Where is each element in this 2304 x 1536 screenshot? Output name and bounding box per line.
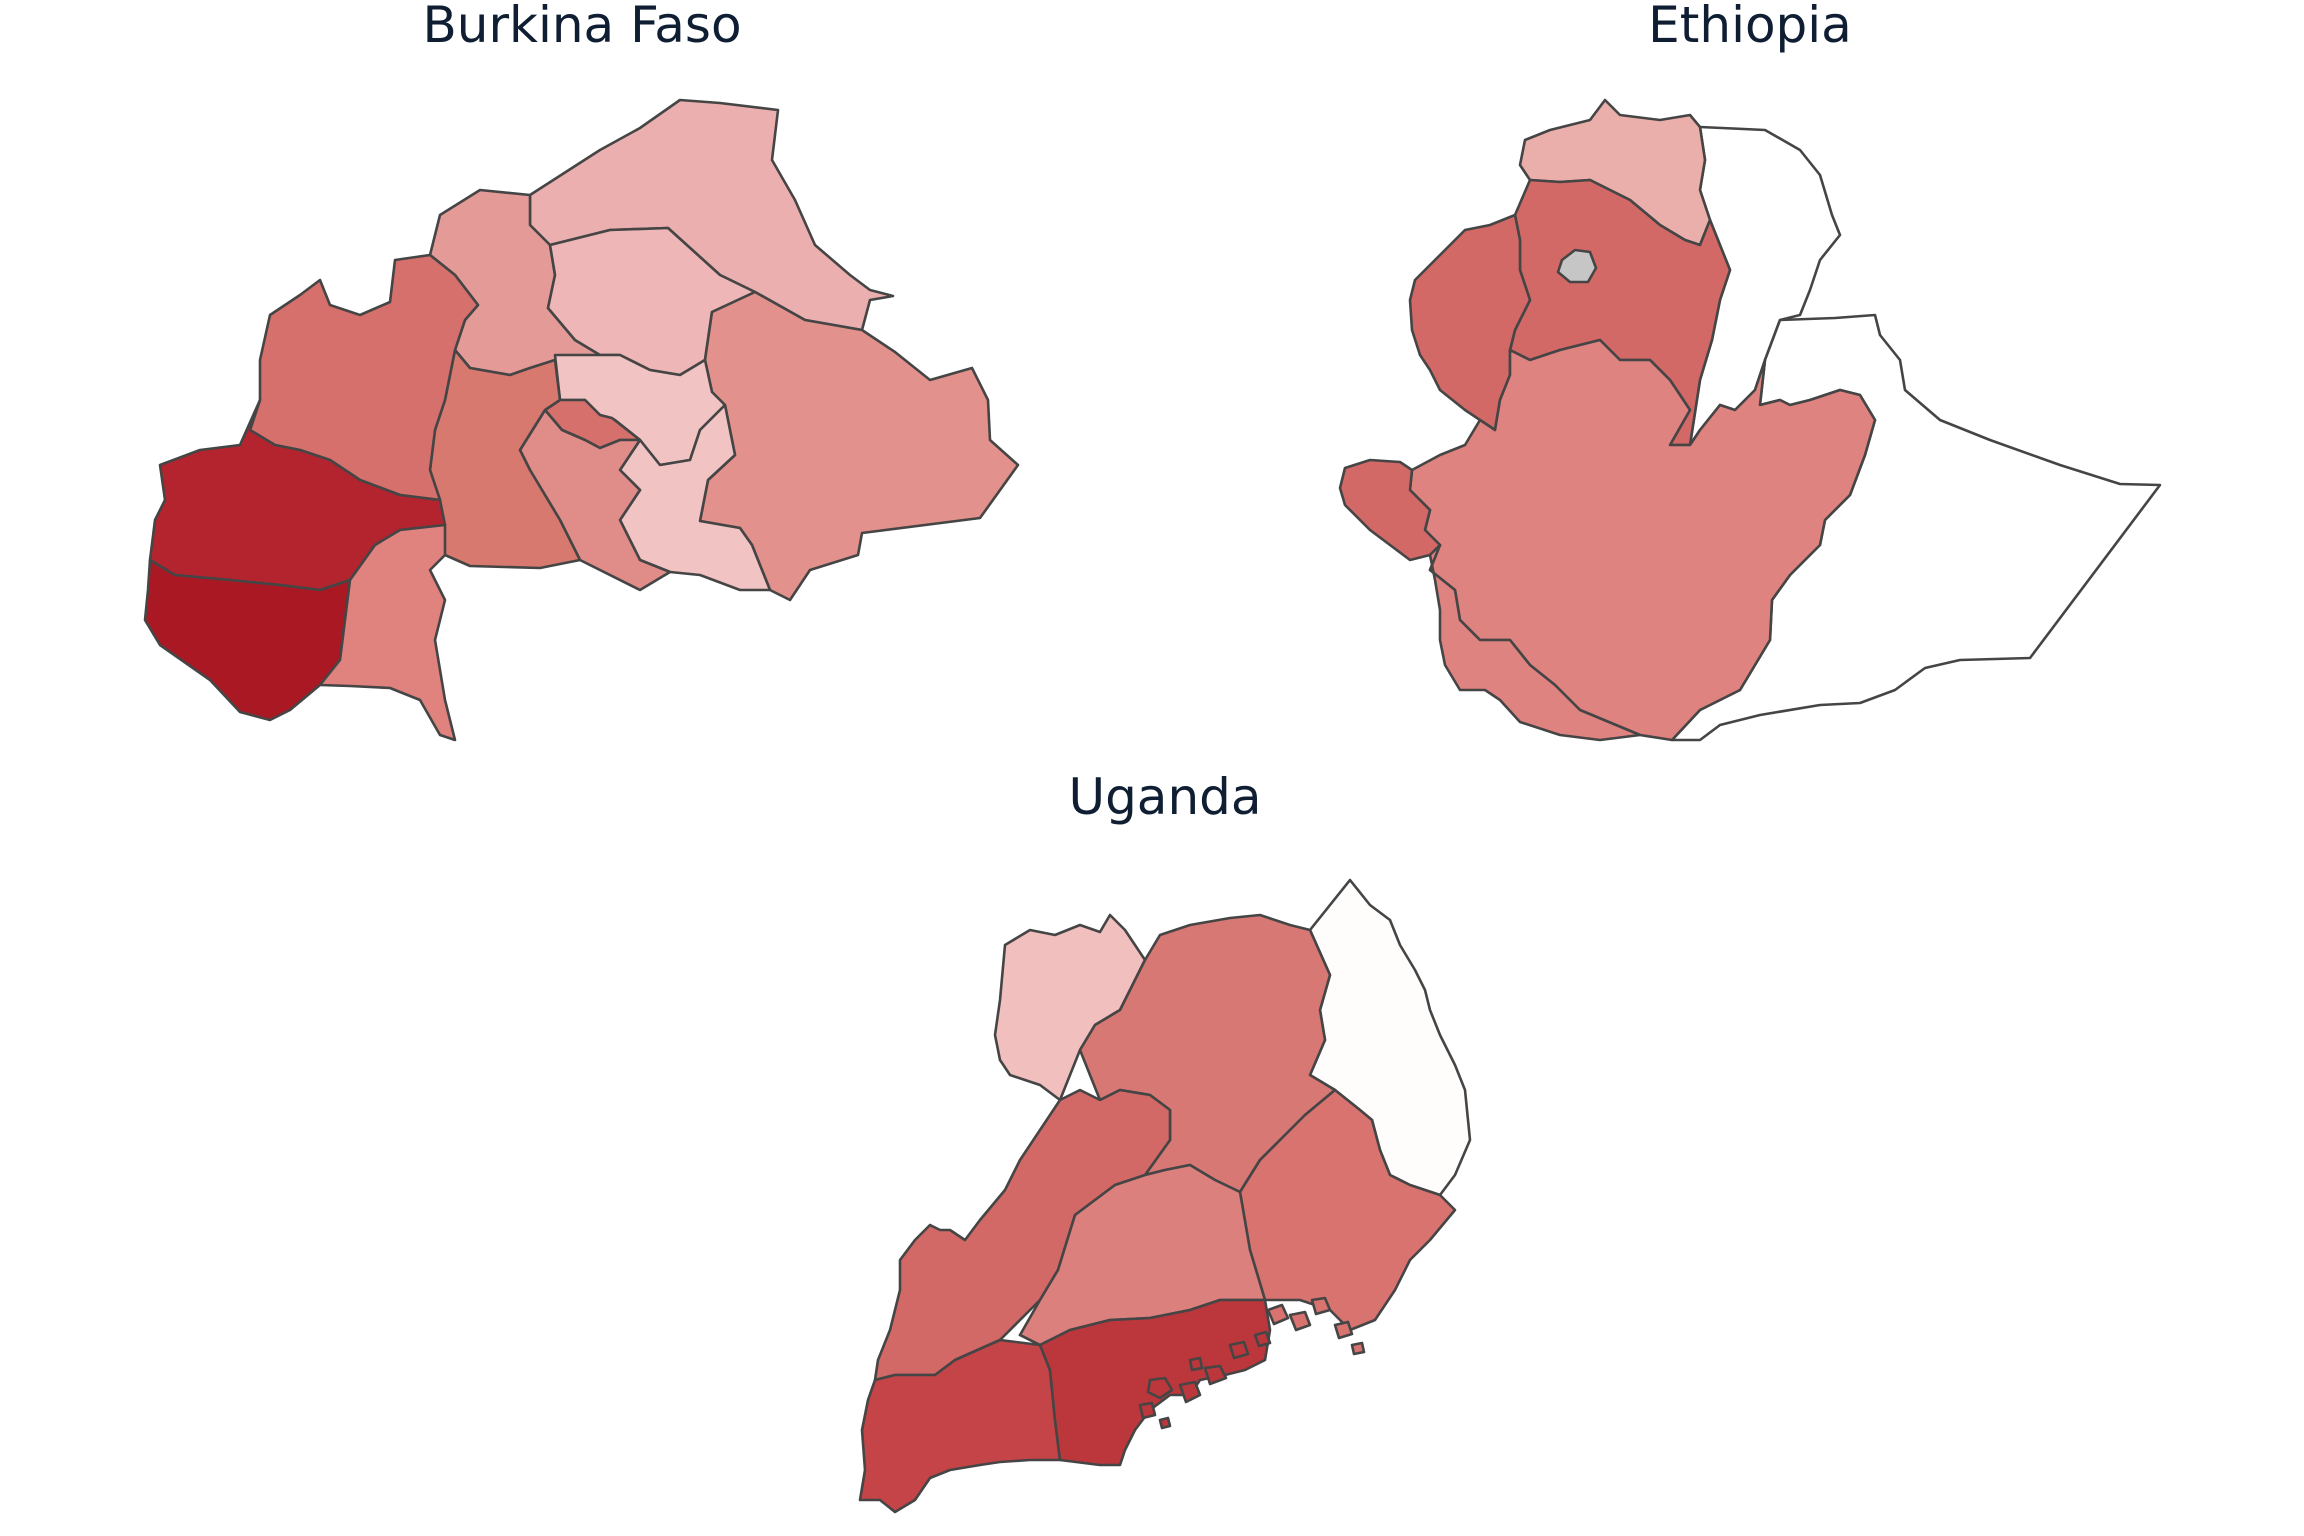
island bbox=[1266, 1303, 1290, 1326]
island bbox=[1253, 1330, 1272, 1348]
island bbox=[1310, 1296, 1332, 1316]
island bbox=[1158, 1416, 1172, 1430]
map-title-ethiopia: Ethiopia bbox=[1648, 0, 1852, 54]
ethiopia-snnp bbox=[1428, 543, 1642, 742]
island bbox=[1228, 1340, 1250, 1360]
lake-victoria-islands bbox=[1138, 1296, 1366, 1430]
map-title-burkina-faso: Burkina Faso bbox=[422, 0, 742, 54]
island bbox=[1288, 1310, 1312, 1332]
map-title-uganda: Uganda bbox=[1068, 768, 1262, 826]
map-burkina-faso bbox=[143, 98, 1020, 742]
island bbox=[1203, 1364, 1228, 1386]
island bbox=[1350, 1341, 1366, 1356]
island bbox=[1178, 1380, 1202, 1404]
ethiopia-no-data-enclave bbox=[1556, 248, 1598, 284]
island bbox=[1146, 1376, 1174, 1400]
island bbox=[1188, 1356, 1204, 1372]
burkina-south-west bbox=[318, 523, 457, 742]
map-uganda bbox=[858, 878, 1472, 1514]
island bbox=[1333, 1320, 1354, 1340]
island bbox=[1138, 1401, 1157, 1420]
uganda-south-western bbox=[858, 1333, 1062, 1514]
uganda-eastern bbox=[1238, 1088, 1457, 1332]
map-ethiopia bbox=[1338, 98, 2162, 742]
